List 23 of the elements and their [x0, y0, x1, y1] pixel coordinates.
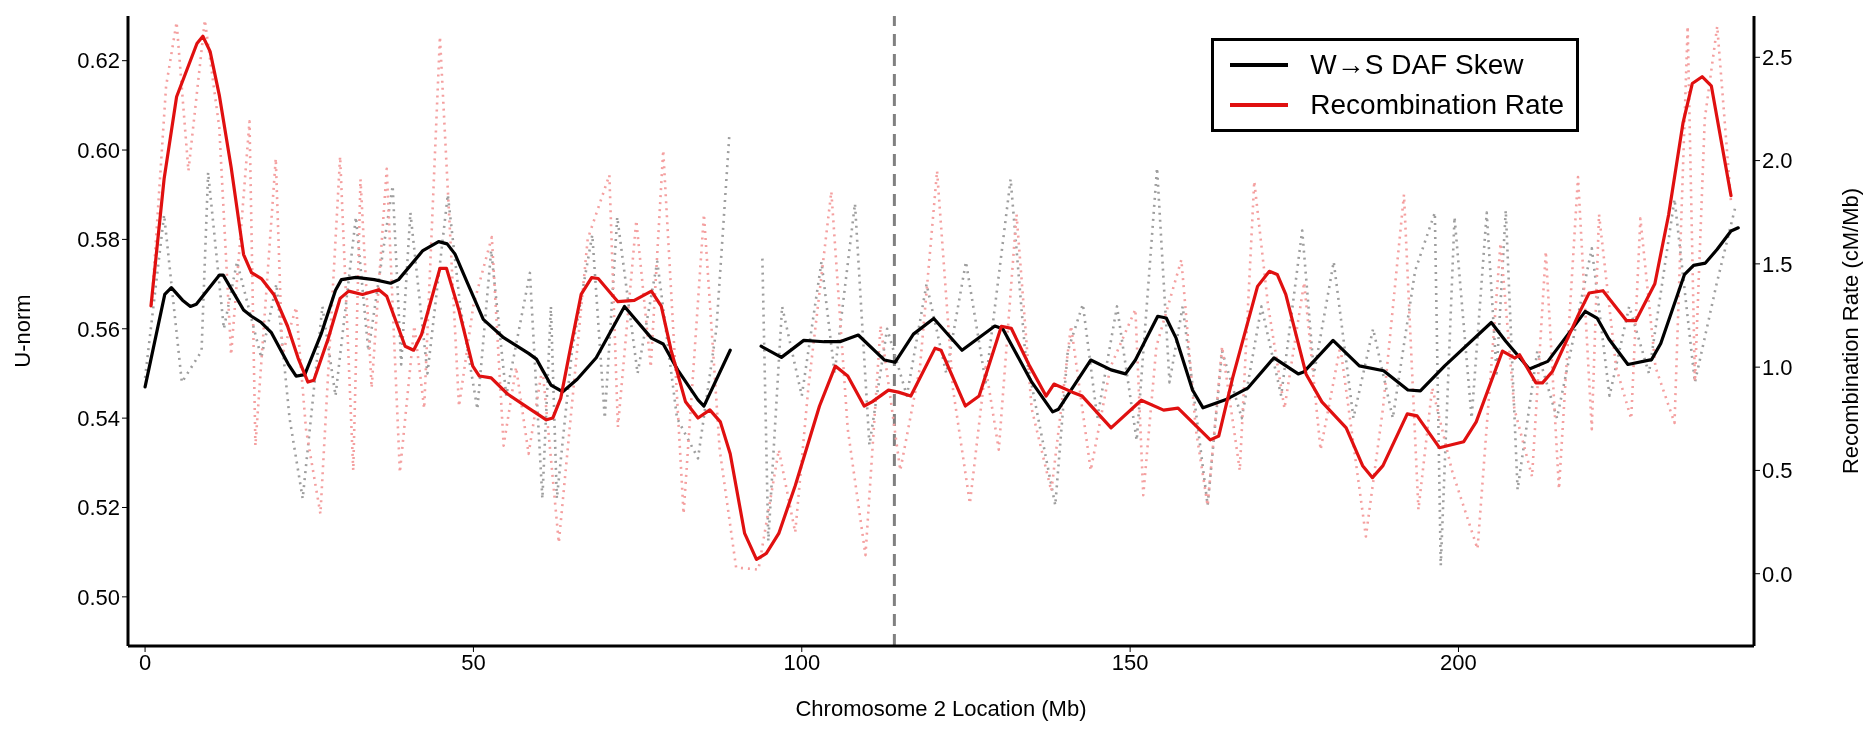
legend-label: W→S DAF Skew [1310, 48, 1524, 82]
x-tick-label: 0 [138, 649, 152, 675]
y2-tick-label: 1.5 [1762, 251, 1793, 277]
legend-label: Recombination Rate [1310, 88, 1564, 122]
y-tick-label: 0.56 [77, 316, 120, 342]
y2-tick-label: 1.0 [1762, 354, 1793, 380]
x-tick-label: 150 [1111, 649, 1149, 675]
y2-axis-title: Recombination Rate (cM/Mb) [1837, 187, 1863, 475]
y-tick-label: 0.62 [77, 48, 120, 74]
y-tick-label: 0.50 [77, 584, 120, 610]
y-tick-label: 0.52 [77, 495, 120, 521]
y2-tick-label: 0.0 [1762, 561, 1793, 587]
x-tick-label: 200 [1440, 649, 1477, 675]
y-tick-label: 0.60 [77, 137, 120, 163]
y-tick-label: 0.54 [77, 405, 120, 431]
x-axis-title: Chromosome 2 Location (Mb) [795, 696, 1087, 721]
y-tick-label: 0.58 [77, 227, 120, 253]
y2-tick-label: 2.5 [1762, 45, 1793, 71]
x-tick-label: 50 [461, 649, 486, 675]
y2-tick-label: 2.0 [1762, 148, 1793, 174]
y2-tick-label: 0.5 [1762, 458, 1793, 484]
x-tick-label: 100 [783, 649, 821, 675]
y-axis-title: U-norm [9, 294, 35, 368]
